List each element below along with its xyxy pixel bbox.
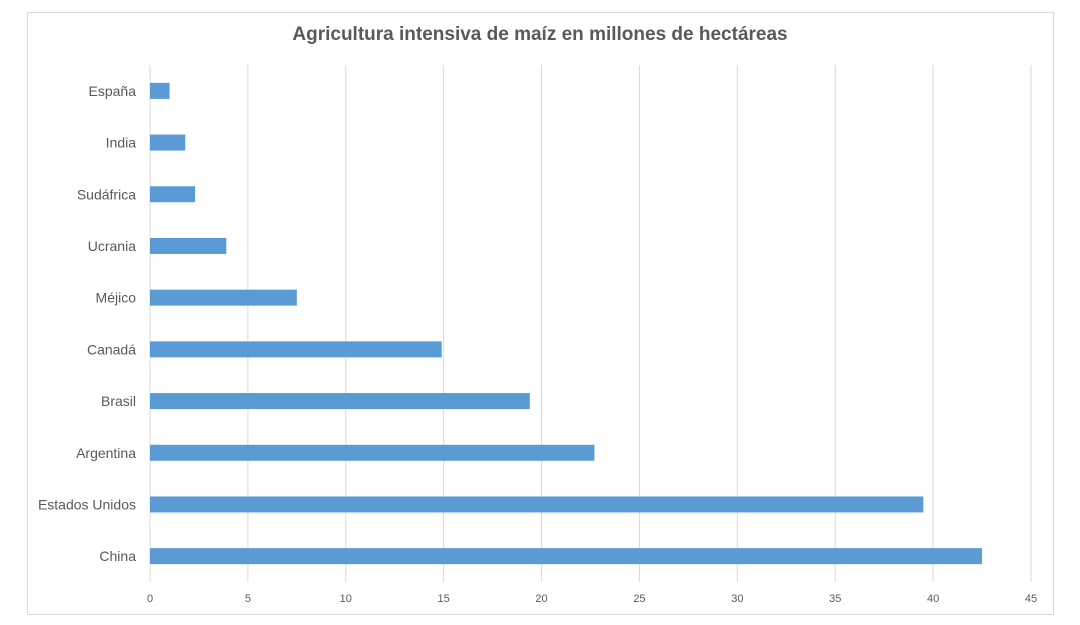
bar-argentina: [150, 444, 595, 461]
x-tick-label: 20: [535, 593, 547, 605]
category-label: Argentina: [76, 445, 136, 461]
x-tick-label: 15: [438, 593, 450, 605]
chart-title: Agricultura intensiva de maíz en millone…: [292, 24, 788, 45]
x-tick-label: 35: [829, 593, 841, 605]
x-tick-label: 25: [633, 593, 645, 605]
bar-españa: [150, 82, 170, 99]
x-tick-label: 5: [245, 593, 251, 605]
x-tick-label: 10: [340, 593, 352, 605]
x-tick-label: 45: [1025, 593, 1037, 605]
x-tick-label: 30: [731, 593, 743, 605]
category-label: Canadá: [87, 341, 136, 357]
category-label: España: [89, 83, 137, 99]
bar-ucrania: [150, 237, 227, 254]
category-label: India: [106, 135, 137, 151]
bar-sudáfrica: [150, 186, 196, 203]
category-label: Sudáfrica: [77, 186, 136, 202]
chart-frame: [27, 12, 1054, 615]
x-tick-label: 0: [147, 593, 153, 605]
bar-estados-unidos: [150, 496, 924, 513]
bar-méjico: [150, 289, 297, 306]
x-tick-label: 40: [927, 593, 939, 605]
category-label: Méjico: [96, 290, 137, 306]
bar-china: [150, 548, 983, 565]
category-label: Ucrania: [88, 238, 136, 254]
category-label: China: [99, 548, 136, 564]
bar-canadá: [150, 341, 442, 358]
bar-india: [150, 134, 186, 151]
bar-brasil: [150, 393, 530, 410]
category-label: Brasil: [101, 393, 136, 409]
category-label: Estados Unidos: [38, 496, 136, 512]
